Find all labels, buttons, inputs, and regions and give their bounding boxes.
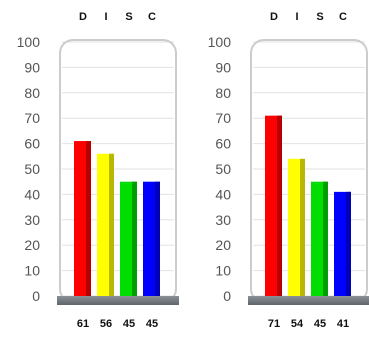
chart-right-y-axis: 0 10 20 30 40 50 60 70 80 90 100 — [208, 34, 232, 304]
chart-left-y-tick-60: 60 — [24, 136, 40, 152]
chart-right-y-tick-40: 40 — [215, 186, 231, 202]
chart-right-y-tick-60: 60 — [215, 136, 231, 152]
chart-right-bar-d — [265, 115, 282, 296]
chart-right-base — [248, 296, 369, 305]
chart-right-bar-i — [288, 158, 305, 296]
chart-right-y-tick-100: 100 — [208, 34, 232, 50]
chart-left: 0 10 20 30 40 50 60 70 80 90 100 D I S C 61 56 45 45 — [17, 11, 179, 330]
chart-left-header-i: I — [104, 11, 107, 23]
chart-left-value-i: 56 — [100, 318, 112, 330]
chart-left-y-tick-40: 40 — [24, 186, 40, 202]
chart-left-base — [57, 296, 179, 305]
chart-right-value-c: 41 — [337, 318, 349, 330]
chart-right-y-tick-0: 0 — [223, 288, 231, 304]
chart-left-value-labels: 61 56 45 45 — [77, 318, 158, 330]
chart-right-value-i: 54 — [291, 318, 304, 330]
chart-left-value-d: 61 — [77, 318, 89, 330]
chart-right-header-s: S — [316, 11, 323, 23]
chart-right-y-tick-70: 70 — [215, 110, 231, 126]
chart-left-y-tick-100: 100 — [17, 34, 41, 50]
chart-right-bars — [265, 115, 351, 296]
chart-left-y-tick-20: 20 — [24, 237, 40, 253]
chart-right-header-i: I — [295, 11, 298, 23]
chart-left-y-tick-80: 80 — [24, 85, 40, 101]
chart-right-value-labels: 71 54 45 41 — [268, 318, 349, 330]
chart-right-y-tick-80: 80 — [215, 85, 231, 101]
chart-left-y-tick-50: 50 — [24, 161, 40, 177]
chart-left-y-tick-70: 70 — [24, 110, 40, 126]
chart-left-y-tick-90: 90 — [24, 59, 40, 75]
chart-right-value-s: 45 — [314, 318, 326, 330]
chart-left-bar-d — [74, 141, 91, 296]
chart-left-bar-s — [120, 181, 137, 296]
chart-right-y-tick-20: 20 — [215, 237, 231, 253]
chart-right-value-d: 71 — [268, 318, 280, 330]
chart-right-y-tick-30: 30 — [215, 212, 231, 228]
chart-left-y-tick-30: 30 — [24, 212, 40, 228]
chart-left-bars — [74, 141, 160, 296]
chart-left-value-c: 45 — [146, 318, 158, 330]
chart-left-header-c: C — [148, 11, 156, 23]
chart-left-bar-c — [143, 181, 160, 296]
chart-left-y-tick-10: 10 — [24, 263, 40, 279]
chart-left-header-s: S — [125, 11, 132, 23]
chart-right-y-tick-10: 10 — [215, 263, 231, 279]
chart-right-bar-c — [334, 191, 351, 296]
chart-right-bar-s — [311, 181, 328, 296]
chart-right-y-tick-90: 90 — [215, 59, 231, 75]
chart-right-y-tick-50: 50 — [215, 161, 231, 177]
chart-left-header-d: D — [79, 11, 87, 23]
chart-right-header-d: D — [270, 11, 278, 23]
chart-left-value-s: 45 — [123, 318, 135, 330]
chart-left-bar-i — [97, 153, 114, 296]
chart-right: 0 10 20 30 40 50 60 70 80 90 100 D I S C 71 54 45 41 — [208, 11, 369, 330]
chart-left-y-axis: 0 10 20 30 40 50 60 70 80 90 100 — [17, 34, 41, 304]
chart-right-header-c: C — [339, 11, 347, 23]
chart-left-y-tick-0: 0 — [32, 288, 40, 304]
